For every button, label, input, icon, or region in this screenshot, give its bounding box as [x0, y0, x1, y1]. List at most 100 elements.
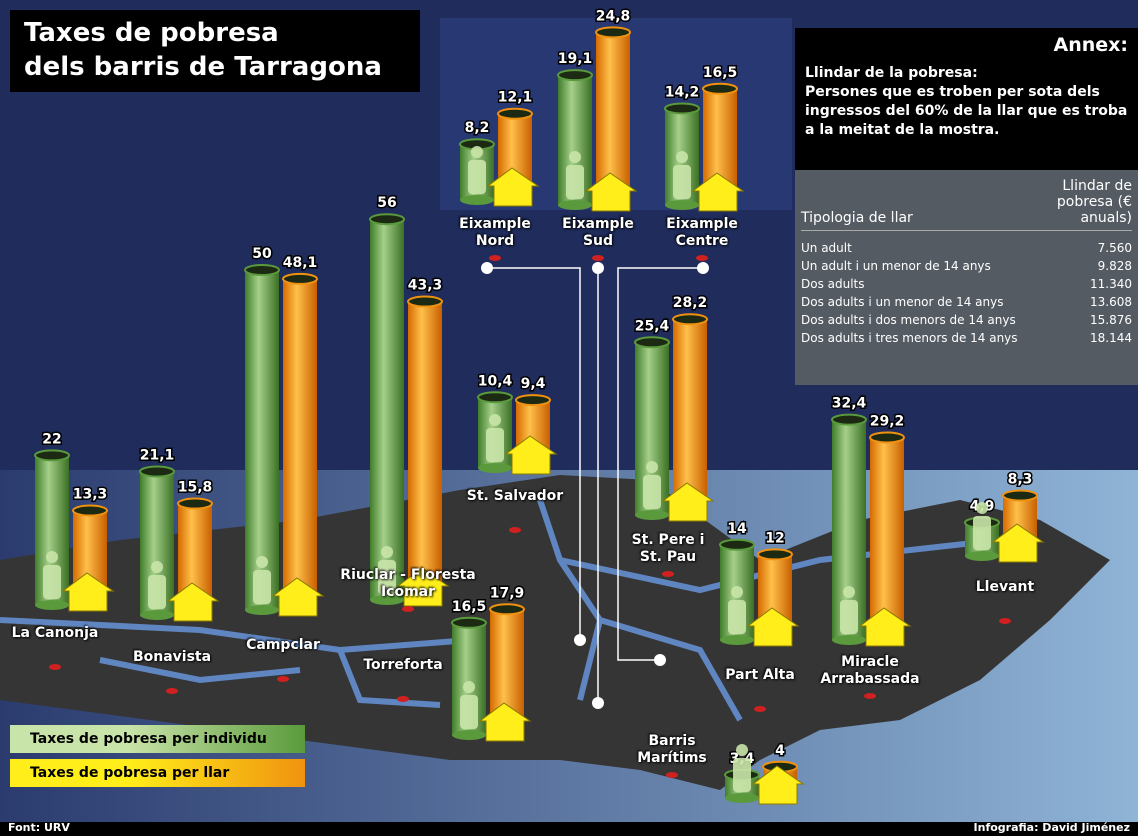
cylinder-base — [35, 600, 69, 610]
annex-heading: Llindar de la pobresa: — [805, 65, 978, 81]
person-icon — [468, 160, 486, 194]
location-dot — [166, 688, 178, 694]
person-icon — [733, 758, 751, 792]
title-line: Taxes de pobresa — [24, 18, 279, 48]
value-label: 10,4 — [478, 373, 513, 389]
house-icon — [61, 572, 115, 612]
cylinder-top — [72, 504, 108, 517]
value-label: 15,8 — [178, 480, 213, 496]
cylinder-base — [478, 463, 512, 473]
category-label: Llevant — [975, 579, 1035, 595]
credit: Infografia: David Jiménez — [973, 821, 1130, 834]
person-icon — [973, 516, 991, 550]
annex-title: Annex: — [1053, 34, 1129, 56]
row-label: Dos adults i un menor de 14 anys — [801, 295, 1004, 309]
source: Font: URV — [8, 821, 70, 834]
value-label: 32,4 — [832, 396, 867, 412]
house-icon — [486, 167, 540, 207]
value-label: 13,3 — [73, 487, 108, 503]
person-icon — [43, 565, 61, 599]
value-label: 12,1 — [498, 90, 533, 106]
table-row: Dos adults i dos menors de 14 anys 15.876 — [801, 311, 1132, 329]
person-icon — [46, 551, 58, 563]
location-dot — [277, 676, 289, 682]
cylinder-top — [489, 603, 525, 616]
table-header: Llindar de pobresa (€ anuals) — [1056, 178, 1132, 226]
person-icon — [463, 681, 475, 693]
cylinder-top — [634, 336, 670, 349]
category-label: La Canonja — [11, 625, 99, 641]
person-icon — [471, 146, 483, 158]
cylinder-base — [245, 605, 279, 615]
category-label: Miracle Arrabassada — [820, 654, 920, 687]
row-label: Dos adults i tres menors de 14 anys — [801, 331, 1018, 345]
house-icon — [746, 607, 800, 647]
value-label: 9,4 — [521, 376, 546, 392]
table-row: Un adult 7.560 — [801, 239, 1132, 257]
location-dot — [592, 255, 604, 261]
person-icon — [381, 546, 393, 558]
threshold-table: Tipologia de llar Llindar de pobresa (€ … — [795, 170, 1138, 385]
table-row: Dos adults 11.340 — [801, 275, 1132, 293]
location-dot — [662, 571, 674, 577]
cylinder — [870, 437, 904, 636]
value-label: 16,5 — [703, 65, 738, 81]
person-icon — [489, 414, 501, 426]
location-dot — [49, 664, 61, 670]
category-label: Part Alta — [725, 667, 795, 683]
person-icon — [253, 570, 271, 604]
cylinder — [370, 219, 404, 600]
house-icon — [661, 482, 715, 522]
house-icon — [991, 523, 1045, 563]
value-label: 8,3 — [1008, 472, 1033, 488]
value-label: 22 — [42, 431, 61, 447]
house-icon — [858, 607, 912, 647]
value-label: 29,2 — [870, 413, 905, 429]
category-label: St. Pere i St. Pau — [631, 532, 705, 565]
cylinder-base — [720, 635, 754, 645]
row-value: 13.608 — [1090, 295, 1132, 309]
location-dot — [666, 772, 678, 778]
person-icon — [736, 744, 748, 756]
person-icon — [486, 428, 504, 462]
cylinder-base — [452, 730, 486, 740]
cylinder-base — [460, 195, 494, 205]
cylinder-top — [664, 102, 700, 115]
cylinder-top — [719, 538, 755, 551]
house-icon — [691, 172, 745, 212]
cylinder-top — [369, 213, 405, 226]
cylinder-top — [34, 449, 70, 462]
person-icon — [643, 475, 661, 509]
person-icon — [731, 586, 743, 598]
cylinder-base — [558, 200, 592, 210]
legend: Taxes de pobresa per individu Taxes de po… — [10, 725, 305, 793]
house-icon — [396, 567, 450, 607]
legend-entry: Taxes de pobresa per individu — [10, 725, 305, 753]
cylinder-top — [407, 295, 443, 308]
location-dot — [754, 706, 766, 712]
row-label: Un adult — [801, 241, 852, 255]
cylinder-top — [831, 413, 867, 426]
person-icon — [460, 695, 478, 729]
cylinder — [283, 278, 317, 606]
row-value: 18.144 — [1090, 331, 1132, 345]
location-dot — [696, 255, 708, 261]
value-label: 25,4 — [635, 318, 670, 334]
person-icon — [566, 165, 584, 199]
value-label: 17,9 — [490, 585, 525, 601]
person-icon — [646, 461, 658, 473]
category-label: St. Salvador — [466, 488, 564, 504]
table-row: Dos adults i un menor de 14 anys 13.608 — [801, 293, 1132, 311]
person-icon — [148, 575, 166, 609]
person-icon — [728, 600, 746, 634]
category-label: Eixample Nord — [459, 216, 531, 249]
legend-entry: Taxes de pobresa per llar — [10, 759, 305, 787]
annex-text: Persones que es troben per sota dels ing… — [805, 84, 1128, 138]
row-label: Dos adults — [801, 277, 865, 291]
category-label: Torreforta — [363, 657, 443, 673]
cylinder — [245, 270, 279, 610]
value-label: 43,3 — [408, 278, 443, 294]
cylinder-top — [282, 272, 318, 285]
cylinder-base — [832, 635, 866, 645]
